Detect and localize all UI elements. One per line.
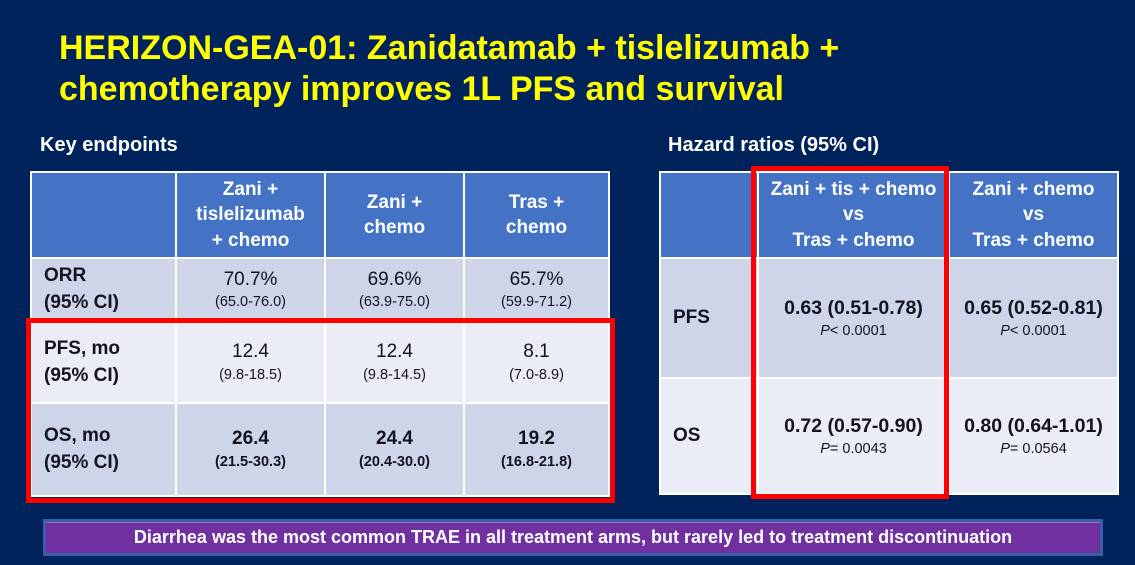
p-symbol: P: [1000, 322, 1010, 339]
orr-value-tras-chemo: 65.7% (59.9-71.2): [465, 259, 608, 321]
p-number: < 0.0001: [829, 322, 887, 339]
os-value-zani-tis-chemo: 26.4 (21.5-30.3): [177, 404, 324, 495]
confidence-interval: (63.9-75.0): [359, 294, 430, 311]
confidence-interval: (7.0-8.9): [509, 366, 564, 383]
key-endpoints-header-empty: [32, 173, 175, 257]
trae-banner: Diarrhea was the most common TRAE in all…: [43, 519, 1103, 556]
value: 70.7%: [223, 268, 278, 290]
hazard-ratio-value: 0.63 (0.51-0.78): [784, 297, 923, 320]
value: 8.1: [523, 341, 550, 363]
p-number: < 0.0001: [1009, 322, 1067, 339]
key-endpoints-heading: Key endpoints: [40, 134, 178, 156]
key-endpoints-header-tras-chemo: Tras + chemo: [465, 173, 608, 257]
row-label-os: OS, mo (95% CI): [32, 404, 175, 495]
hazard-ratios-header-zani-tis-vs-tras: Zani + tis + chemo vs Tras + chemo: [759, 173, 948, 257]
p-symbol: P: [1000, 440, 1010, 457]
p-number: = 0.0043: [829, 440, 887, 457]
hr-os-zani-vs-tras: 0.80 (0.64-1.01) P= 0.0564: [950, 379, 1117, 493]
hr-pfs-zani-tis-vs-tras: 0.63 (0.51-0.78) P< 0.0001: [759, 259, 948, 377]
value: 24.4: [376, 428, 413, 450]
os-value-tras-chemo: 19.2 (16.8-21.8): [465, 404, 608, 495]
confidence-interval: (65.0-76.0): [215, 294, 286, 311]
value: 26.4: [232, 428, 269, 450]
confidence-interval: (21.5-30.3): [215, 453, 286, 470]
confidence-interval: (20.4-30.0): [359, 453, 430, 470]
hazard-ratios-header-zani-vs-tras: Zani + chemo vs Tras + chemo: [950, 173, 1117, 257]
confidence-interval: (16.8-21.8): [501, 453, 572, 470]
value: 19.2: [518, 428, 555, 450]
hazard-ratio-value: 0.65 (0.52-0.81): [964, 297, 1103, 320]
row-label-orr: ORR (95% CI): [32, 259, 175, 321]
key-endpoints-header-zani-tis-chemo: Zani + tislelizumab + chemo: [177, 173, 324, 257]
p-value: P< 0.0001: [759, 323, 948, 339]
key-endpoints-table: Zani + tislelizumab + chemo Zani + chemo…: [30, 171, 610, 497]
hr-row-label-os: OS: [661, 379, 757, 493]
hazard-ratios-table: Zani + tis + chemo vs Tras + chemo Zani …: [659, 171, 1119, 495]
hazard-ratio-value: 0.72 (0.57-0.90): [784, 415, 923, 438]
key-endpoints-header-zani-chemo: Zani + chemo: [326, 173, 463, 257]
p-value: P< 0.0001: [950, 323, 1117, 339]
slide-title: HERIZON-GEA-01: Zanidatamab + tislelizum…: [59, 29, 840, 108]
row-label-pfs: PFS, mo (95% CI): [32, 323, 175, 402]
confidence-interval: (59.9-71.2): [501, 294, 572, 311]
p-number: = 0.0564: [1009, 440, 1067, 457]
hr-row-label-pfs: PFS: [661, 259, 757, 377]
confidence-interval: (9.8-14.5): [363, 366, 426, 383]
value: 12.4: [376, 341, 413, 363]
orr-value-zani-chemo: 69.6% (63.9-75.0): [326, 259, 463, 321]
value: 65.7%: [509, 268, 564, 290]
hazard-ratios-header-empty: [661, 173, 757, 257]
pfs-value-tras-chemo: 8.1 (7.0-8.9): [465, 323, 608, 402]
p-symbol: P: [820, 440, 830, 457]
os-value-zani-chemo: 24.4 (20.4-30.0): [326, 404, 463, 495]
p-symbol: P: [820, 322, 830, 339]
orr-value-zani-tis-chemo: 70.7% (65.0-76.0): [177, 259, 324, 321]
confidence-interval: (9.8-18.5): [219, 366, 282, 383]
hr-os-zani-tis-vs-tras: 0.72 (0.57-0.90) P= 0.0043: [759, 379, 948, 493]
hazard-ratios-heading: Hazard ratios (95% CI): [668, 134, 880, 156]
p-value: P= 0.0043: [759, 441, 948, 457]
p-value: P= 0.0564: [950, 441, 1117, 457]
value: 12.4: [232, 341, 269, 363]
hr-pfs-zani-vs-tras: 0.65 (0.52-0.81) P< 0.0001: [950, 259, 1117, 377]
pfs-value-zani-tis-chemo: 12.4 (9.8-18.5): [177, 323, 324, 402]
hazard-ratio-value: 0.80 (0.64-1.01): [964, 415, 1103, 438]
pfs-value-zani-chemo: 12.4 (9.8-14.5): [326, 323, 463, 402]
value: 69.6%: [367, 268, 422, 290]
